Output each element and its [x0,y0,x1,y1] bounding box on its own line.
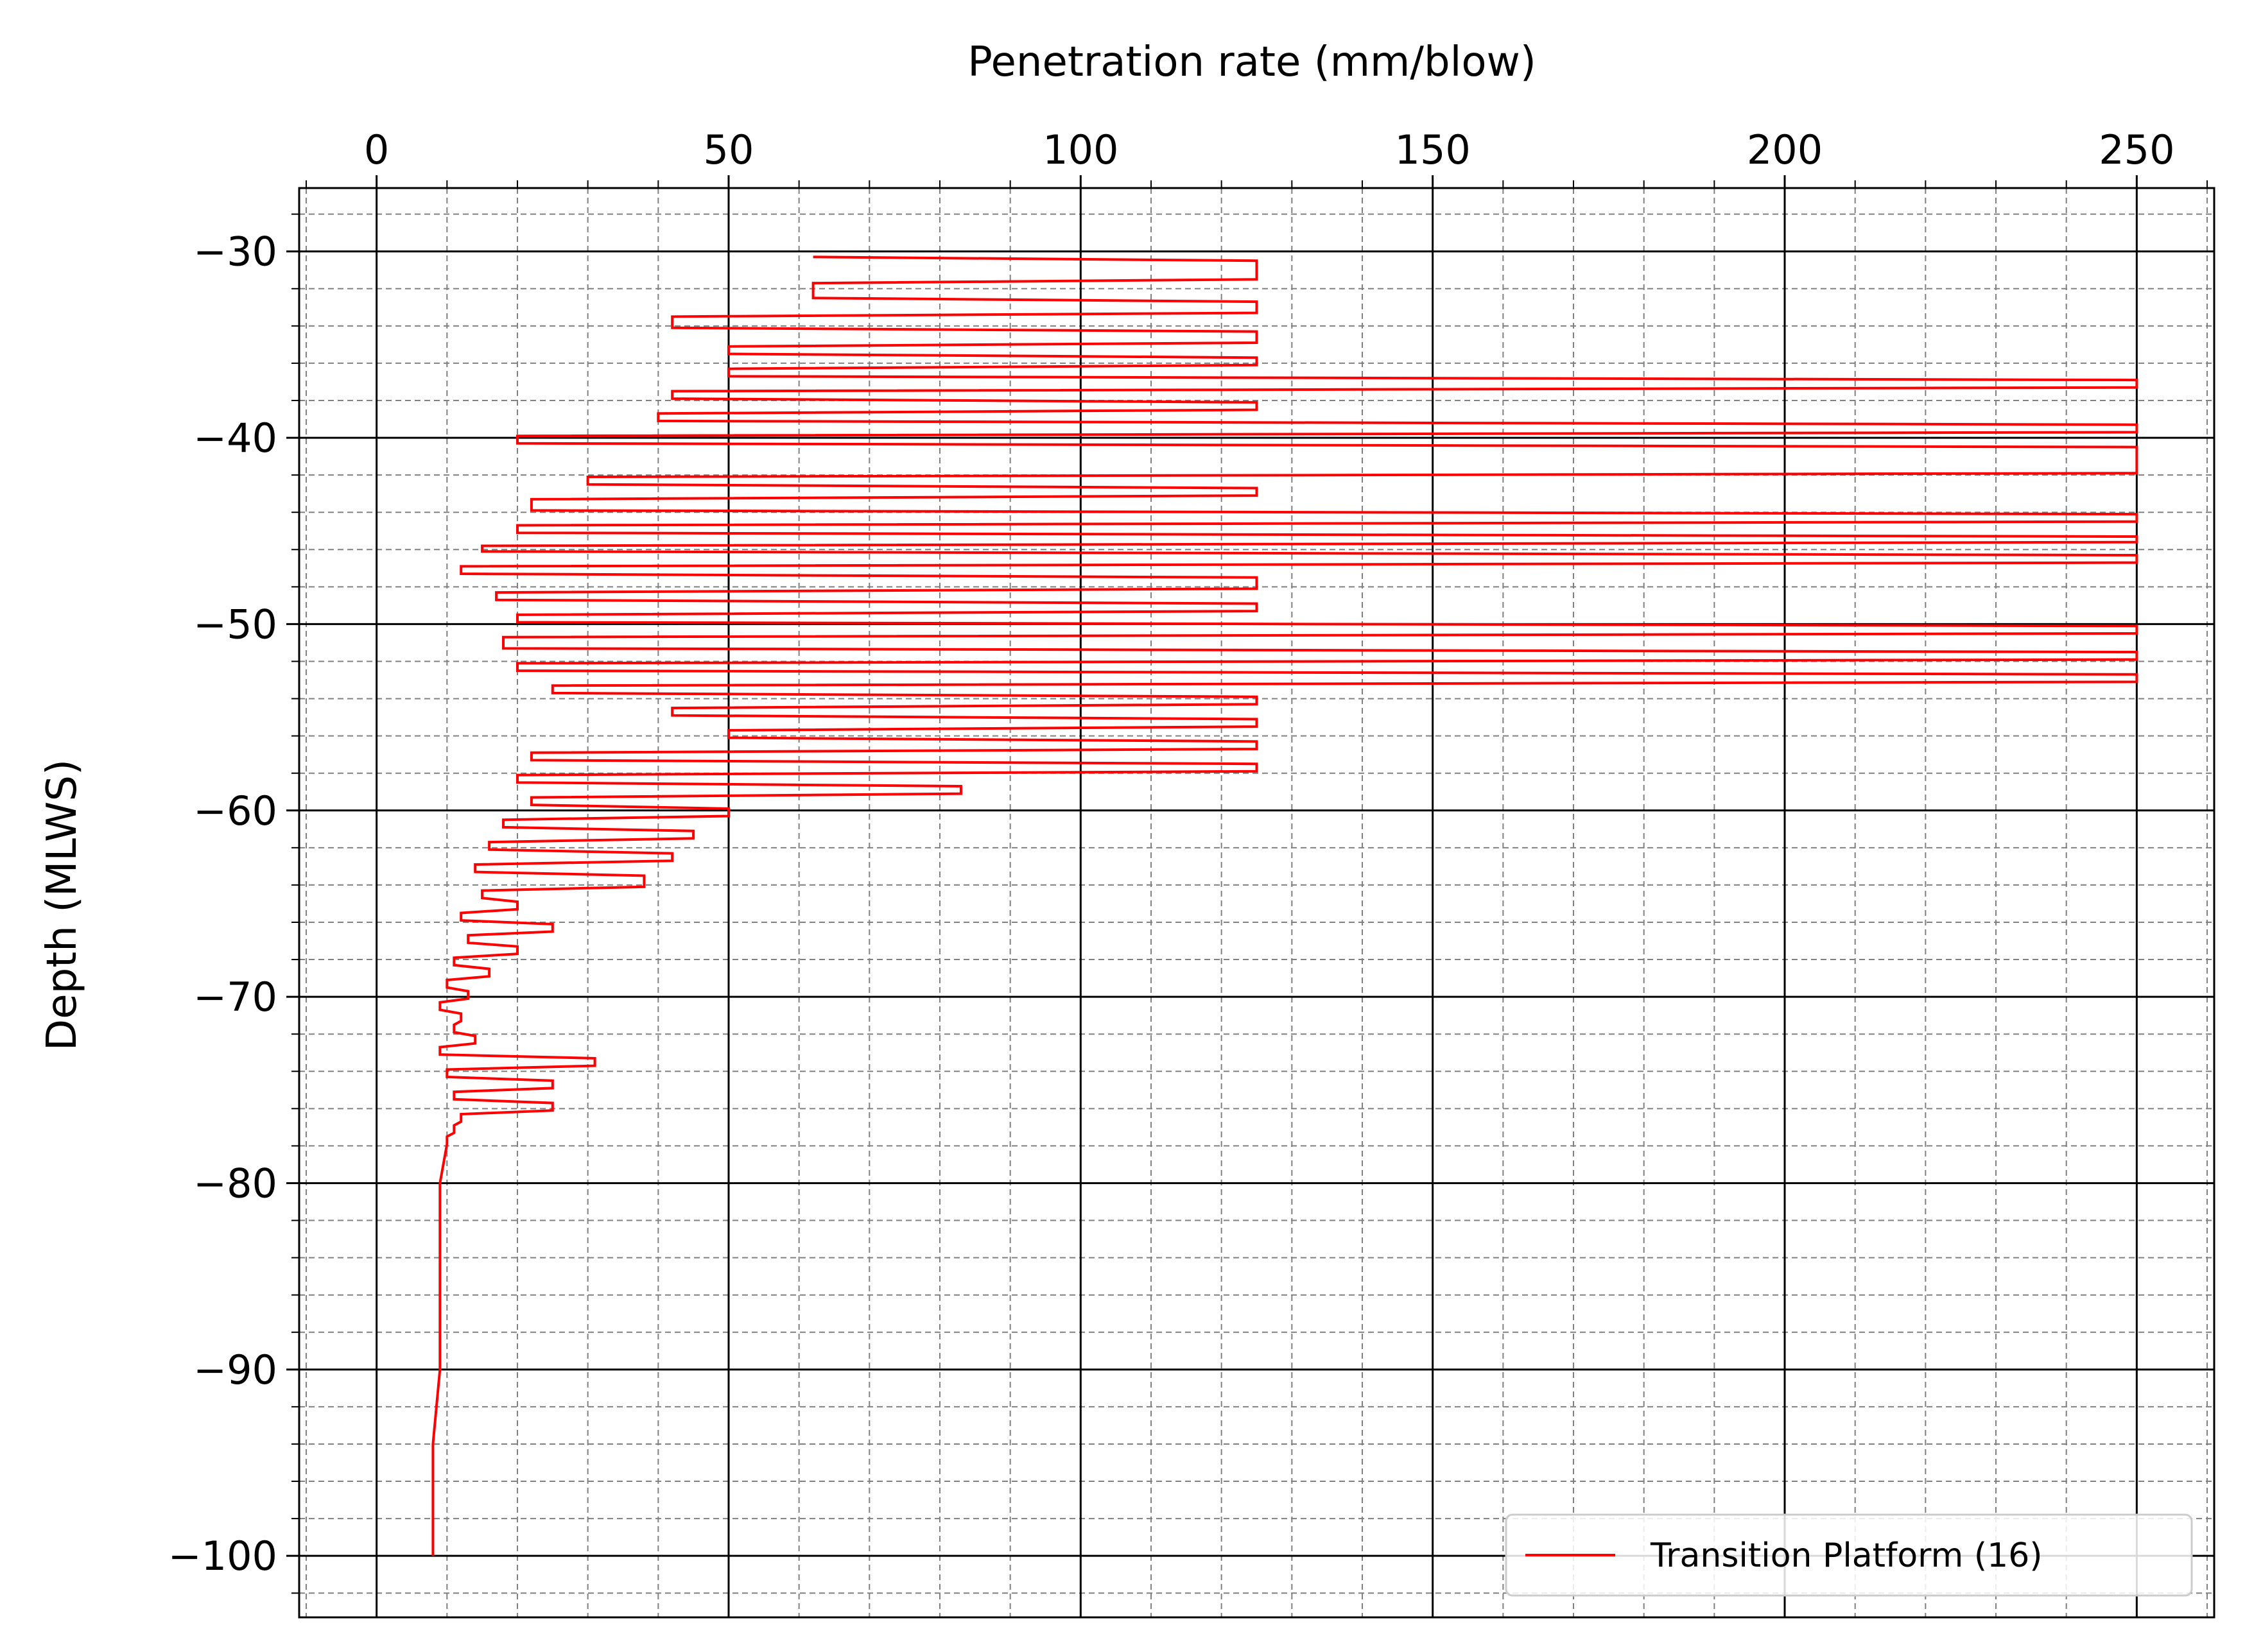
y-tick-label: −90 [193,1347,277,1393]
ticks-layer [286,175,2208,1594]
y-tick-label: −60 [193,787,277,834]
x-tick-label: 150 [1395,126,1471,173]
x-tick-label: 50 [704,126,754,173]
legend-box [1505,1513,2193,1597]
x-axis-title: Penetration rate (mm/blow) [967,39,1536,86]
y-axis-title: Depth (MLWS) [39,759,86,1051]
y-tick-label: −80 [193,1160,277,1207]
x-tick-label: 250 [2099,126,2174,173]
x-tick-label: 100 [1043,126,1118,173]
x-tick-labels: 0 50 100 150 200 250 [364,126,2175,173]
y-tick-label: −30 [193,228,277,275]
series-line-transition-platform [431,255,2138,1556]
legend-series-label: Transition Platform (16) [1650,1536,2043,1575]
y-tick-labels: −30 −40 −50 −60 −70 −80 −90 −100 [168,228,277,1579]
x-tick-label: 200 [1747,126,1823,173]
y-tick-label: −70 [193,974,277,1020]
x-tick-label: 0 [364,126,389,173]
y-tick-label: −100 [168,1533,277,1579]
series-layer [431,255,2138,1556]
y-tick-label: −50 [193,601,277,648]
legend: Transition Platform (16) [1505,1513,2193,1597]
y-tick-label: −40 [193,415,277,461]
plot-frame [298,187,2215,1619]
